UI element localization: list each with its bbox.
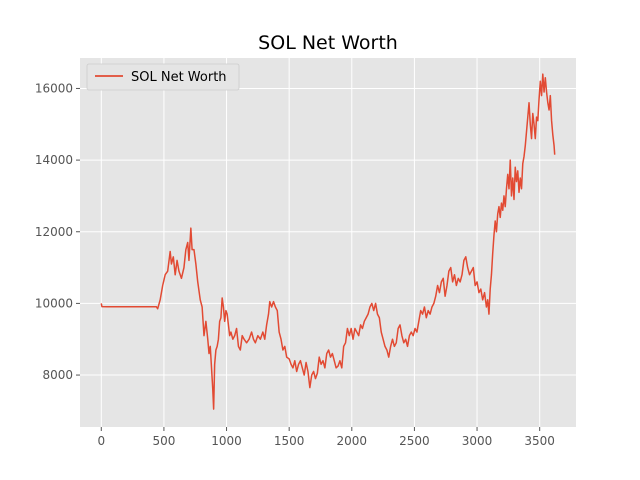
y-tick-label: 16000	[35, 81, 73, 95]
series-line-sol-net-worth	[100, 73, 556, 410]
x-tick-label: 3500	[524, 434, 555, 448]
y-tick-label: 8000	[42, 368, 73, 382]
legend: SOL Net Worth	[86, 63, 240, 91]
plot-area	[80, 58, 576, 427]
legend-box	[86, 63, 240, 91]
x-tick-label: 2500	[399, 434, 430, 448]
y-tick-label: 10000	[35, 296, 73, 310]
x-tick-label: 1000	[211, 434, 242, 448]
y-tick-label: 12000	[35, 225, 73, 239]
legend-label: SOL Net Worth	[131, 70, 227, 85]
x-tick-label: 0	[97, 434, 105, 448]
y-axis-ticks: 8000 10000 12000 14000 16000	[35, 81, 80, 382]
x-tick-label: 500	[152, 434, 175, 448]
x-tick-label: 3000	[462, 434, 493, 448]
chart-title: SOL Net Worth	[258, 32, 398, 54]
y-tick-label: 14000	[35, 153, 73, 167]
x-tick-label: 1500	[274, 434, 305, 448]
x-tick-label: 2000	[337, 434, 368, 448]
x-axis-ticks: 0 500 1000 1500 2000 2500 3000 3500	[97, 427, 555, 448]
grid-lines	[80, 58, 576, 427]
